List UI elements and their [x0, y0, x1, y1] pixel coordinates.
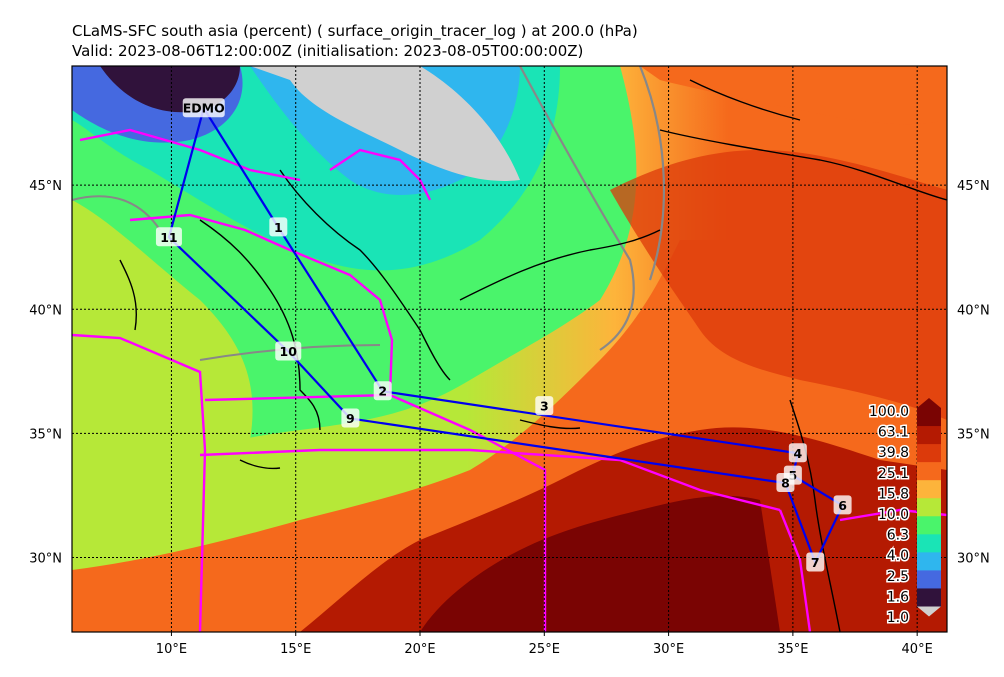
- x-tick-label: 15°E: [280, 642, 311, 657]
- colorbar-segment: [917, 570, 941, 589]
- waypoint-box: [806, 552, 825, 572]
- flight-route: [167, 107, 845, 566]
- waypoint-box: [373, 381, 392, 401]
- colorbar-label: 2.5: [887, 569, 909, 585]
- waypoint-box: [788, 443, 807, 463]
- colorbar-segment: [917, 588, 941, 607]
- x-tick-label: 35°E: [777, 642, 808, 657]
- colorbar-label: 63.1: [878, 425, 909, 441]
- y-tick-label-right: 30°N: [957, 552, 990, 567]
- waypoint-label: 11: [160, 230, 177, 245]
- y-tick-label-left: 45°N: [29, 179, 62, 194]
- colorbar-label: 15.8: [878, 486, 909, 502]
- colorbar-label: 39.8: [878, 445, 909, 461]
- colorbar-label: 25.1: [878, 466, 909, 482]
- colorbar-segment: [917, 552, 941, 571]
- route-line: [167, 107, 845, 566]
- colorbar-top-cap: [917, 398, 941, 408]
- waypoint-label: 3: [540, 399, 549, 414]
- waypoint-box: [155, 227, 182, 247]
- waypoint-label: 2: [378, 384, 387, 399]
- x-tick-label: 10°E: [156, 642, 187, 657]
- colorbar-label: 1.6: [887, 589, 909, 605]
- y-tick-label-right: 35°N: [957, 427, 990, 442]
- waypoint-box: [341, 408, 360, 428]
- coastlines: [119, 79, 947, 632]
- y-tick-label-left: 40°N: [29, 303, 62, 318]
- colorbar-segment: [917, 498, 941, 517]
- colorbar-label: 1.0: [887, 610, 909, 626]
- x-tick-label: 30°E: [653, 642, 684, 657]
- graticule: [72, 66, 947, 632]
- waypoint-label: 1: [274, 220, 283, 235]
- y-tick-label-left: 35°N: [29, 427, 62, 442]
- x-tick-label: 40°E: [902, 642, 933, 657]
- waypoint-box: [275, 341, 302, 361]
- colorbar-segment: [917, 480, 941, 499]
- x-tick-label: 25°E: [529, 642, 560, 657]
- colorbar-label: 10.0: [878, 507, 909, 523]
- colorbar-under-cap: [917, 606, 941, 617]
- map-frame: [71, 65, 948, 633]
- y-tick-label-right: 40°N: [957, 303, 990, 318]
- map-title: CLaMS-SFC south asia (percent) ( surface…: [72, 22, 638, 40]
- x-tick-label: 20°E: [404, 642, 435, 657]
- waypoint-label: 9: [346, 411, 355, 426]
- waypoint-box: [833, 495, 852, 515]
- colorbar-label: 4.0: [887, 548, 909, 564]
- colorbar-segment: [917, 534, 941, 553]
- colorbar-segment: [917, 516, 941, 535]
- y-tick-label-left: 30°N: [29, 552, 62, 567]
- axis-ticks: 10°E 15°E 20°E 25°E 30°E 35°E 40°E 45°N 45°N 40°N…: [29, 179, 990, 657]
- map-valid-time: Valid: 2023-08-06T12:00:00Z (initialisat…: [72, 42, 584, 60]
- waypoint-box: [269, 217, 288, 237]
- waypoint-label: 10: [280, 344, 298, 359]
- colorbar-segment: [917, 444, 941, 463]
- waypoint-box: [776, 473, 795, 493]
- waypoint-box: [182, 98, 225, 118]
- colorbar-label: 100.0: [869, 404, 909, 420]
- waypoint-label: 6: [838, 498, 847, 513]
- waypoint-label: EDMO: [183, 101, 225, 116]
- y-tick-label-right: 45°N: [957, 179, 990, 194]
- flight-waypoints: EDMO1234567891011: [155, 98, 852, 572]
- waypoint-label: 8: [781, 476, 790, 491]
- waypoint-label: 7: [811, 555, 820, 570]
- colorbar-segment: [917, 408, 941, 427]
- colorbar-segment: [917, 426, 941, 445]
- fir-boundaries: [72, 128, 947, 632]
- waypoint-label: 4: [794, 446, 803, 461]
- colorbar-label: 6.3: [887, 528, 909, 544]
- colorbar: 100.0 63.1 39.8 25.1 15.8 10.0 6.3 4.0 2.5 1.6 1.0: [867, 398, 941, 628]
- colorbar-segment: [917, 462, 941, 481]
- waypoint-box: [535, 396, 554, 416]
